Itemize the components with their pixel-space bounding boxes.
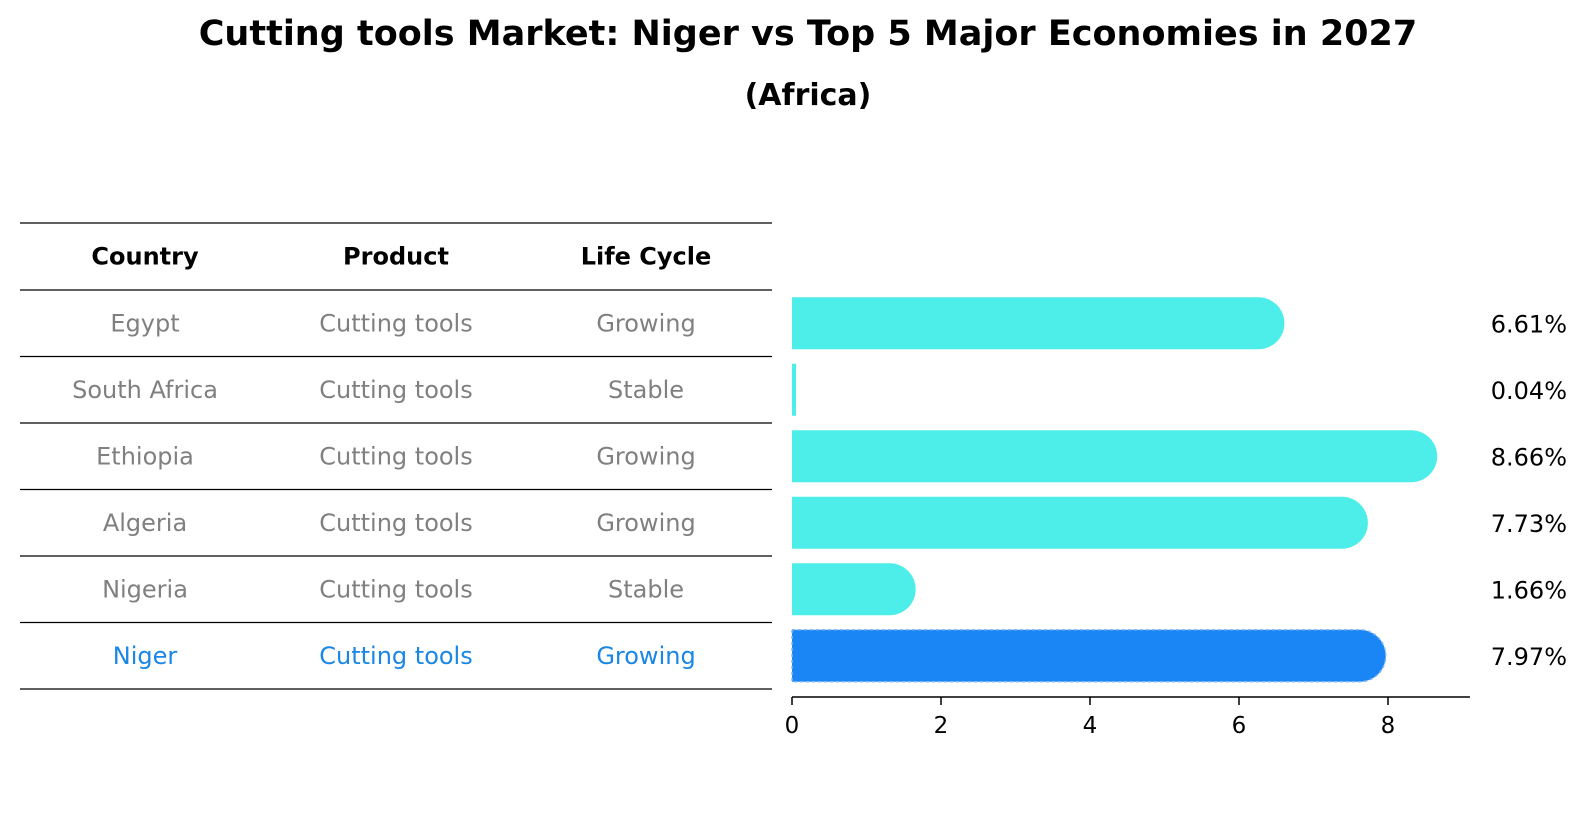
- x-tick-label: 4: [1083, 713, 1098, 739]
- value-label-egypt: 6.61%: [1491, 310, 1567, 338]
- table-cell-life-cycle: Growing: [596, 509, 695, 537]
- table-cell-country: Egypt: [110, 309, 179, 337]
- x-tick-label: 6: [1232, 713, 1247, 739]
- bar-south-africa: [792, 363, 796, 416]
- bar-egypt: [792, 297, 1285, 350]
- x-tick-label: 8: [1381, 713, 1396, 739]
- table-cell-country: Nigeria: [102, 575, 188, 603]
- table-cell-country: Algeria: [103, 509, 187, 537]
- table-cell-life-cycle: Growing: [596, 642, 695, 670]
- value-label-ethiopia: 8.66%: [1491, 443, 1567, 471]
- table-header-country: Country: [91, 243, 199, 271]
- table-cell-life-cycle: Stable: [608, 376, 684, 404]
- table-cell-product: Cutting tools: [319, 442, 472, 470]
- x-tick-label: 0: [785, 713, 800, 739]
- table-cell-country: South Africa: [72, 376, 218, 404]
- table-cell-product: Cutting tools: [319, 309, 472, 337]
- table-cell-country: Niger: [113, 642, 178, 670]
- value-label-algeria: 7.73%: [1491, 510, 1567, 538]
- table-cell-product: Cutting tools: [319, 509, 472, 537]
- bar-niger: [791, 629, 1387, 683]
- value-label-nigeria: 1.66%: [1491, 576, 1567, 604]
- table-cell-life-cycle: Growing: [596, 442, 695, 470]
- table-cell-life-cycle: Stable: [608, 575, 684, 603]
- table-cell-product: Cutting tools: [319, 376, 472, 404]
- chart-title: Cutting tools Market: Niger vs Top 5 Maj…: [198, 14, 1418, 54]
- table-header-life-cycle: Life Cycle: [581, 243, 712, 271]
- table-cell-product: Cutting tools: [319, 575, 472, 603]
- bar-algeria: [792, 496, 1368, 549]
- table-cell-life-cycle: Growing: [596, 309, 695, 337]
- table-cell-product: Cutting tools: [319, 642, 472, 670]
- value-label-niger: 7.97%: [1491, 643, 1567, 671]
- chart-subtitle: (Africa): [744, 78, 872, 113]
- table-cell-country: Ethiopia: [96, 442, 194, 470]
- value-label-south-africa: 0.04%: [1491, 377, 1567, 405]
- bar-ethiopia: [792, 430, 1438, 483]
- table-header-product: Product: [343, 243, 449, 271]
- bar-nigeria: [792, 563, 916, 616]
- x-tick-label: 2: [934, 713, 949, 739]
